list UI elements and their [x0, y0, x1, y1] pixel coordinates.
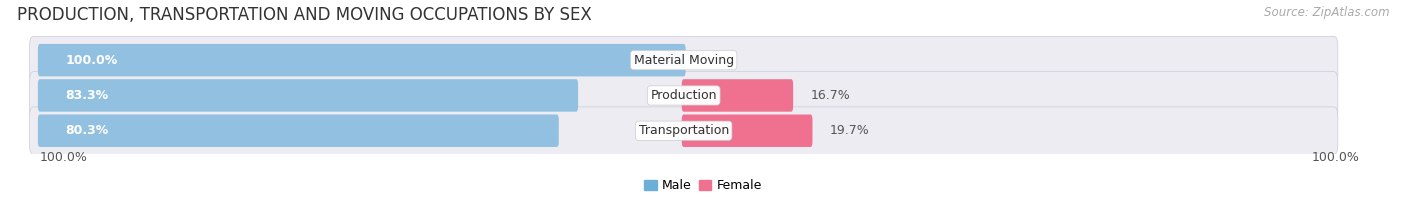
- Text: 100.0%: 100.0%: [66, 54, 118, 67]
- Text: Production: Production: [651, 89, 717, 102]
- FancyBboxPatch shape: [682, 114, 813, 147]
- FancyBboxPatch shape: [38, 44, 686, 76]
- FancyBboxPatch shape: [38, 114, 558, 147]
- Text: 19.7%: 19.7%: [830, 124, 869, 137]
- Text: 100.0%: 100.0%: [1312, 151, 1360, 164]
- FancyBboxPatch shape: [38, 79, 578, 112]
- Text: Source: ZipAtlas.com: Source: ZipAtlas.com: [1264, 6, 1389, 19]
- FancyBboxPatch shape: [30, 72, 1339, 119]
- Text: 83.3%: 83.3%: [66, 89, 108, 102]
- Text: 100.0%: 100.0%: [39, 151, 87, 164]
- Text: 16.7%: 16.7%: [810, 89, 851, 102]
- FancyBboxPatch shape: [30, 36, 1339, 84]
- Text: 0.0%: 0.0%: [703, 54, 735, 67]
- Text: PRODUCTION, TRANSPORTATION AND MOVING OCCUPATIONS BY SEX: PRODUCTION, TRANSPORTATION AND MOVING OC…: [17, 6, 592, 24]
- Text: Transportation: Transportation: [638, 124, 728, 137]
- Legend: Male, Female: Male, Female: [640, 174, 766, 197]
- FancyBboxPatch shape: [682, 79, 793, 112]
- Text: Material Moving: Material Moving: [634, 54, 734, 67]
- Text: 80.3%: 80.3%: [66, 124, 108, 137]
- FancyBboxPatch shape: [30, 107, 1339, 154]
